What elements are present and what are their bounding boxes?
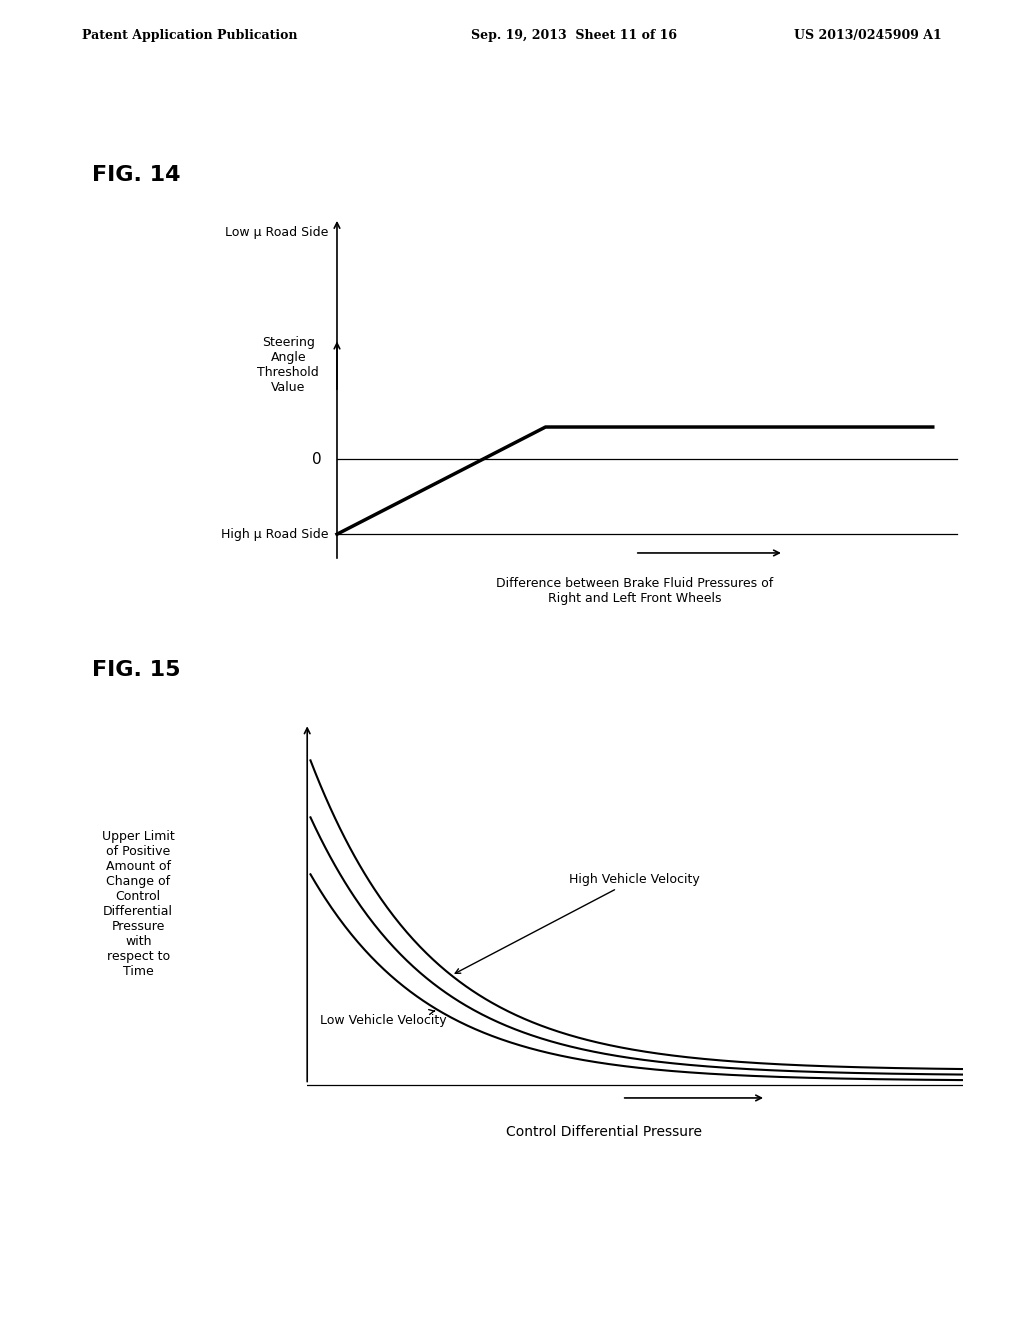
Text: 0: 0 — [312, 451, 323, 467]
Text: Control Differential Pressure: Control Differential Pressure — [506, 1125, 702, 1139]
Text: Low Vehicle Velocity: Low Vehicle Velocity — [321, 1010, 446, 1027]
Text: High Vehicle Velocity: High Vehicle Velocity — [456, 873, 700, 973]
Text: Low μ Road Side: Low μ Road Side — [224, 226, 328, 239]
Text: Steering
Angle
Threshold
Value: Steering Angle Threshold Value — [257, 337, 319, 395]
Text: High μ Road Side: High μ Road Side — [220, 528, 328, 541]
Text: Sep. 19, 2013  Sheet 11 of 16: Sep. 19, 2013 Sheet 11 of 16 — [471, 29, 677, 42]
Text: FIG. 15: FIG. 15 — [92, 660, 180, 680]
Text: Difference between Brake Fluid Pressures of
Right and Left Front Wheels: Difference between Brake Fluid Pressures… — [497, 577, 773, 605]
Text: Patent Application Publication: Patent Application Publication — [82, 29, 297, 42]
Text: FIG. 14: FIG. 14 — [92, 165, 180, 185]
Text: Upper Limit
of Positive
Amount of
Change of
Control
Differential
Pressure
with
r: Upper Limit of Positive Amount of Change… — [101, 830, 175, 978]
Text: US 2013/0245909 A1: US 2013/0245909 A1 — [795, 29, 942, 42]
